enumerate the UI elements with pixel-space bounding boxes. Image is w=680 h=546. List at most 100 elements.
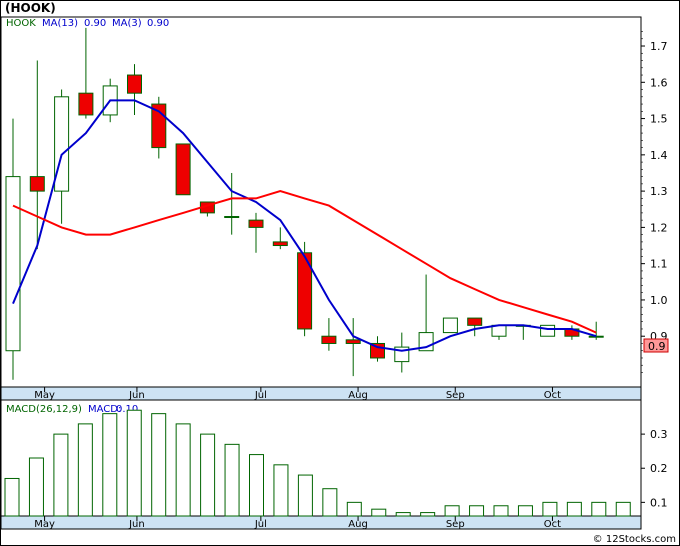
macd-bar [28,457,44,517]
candle [127,64,142,115]
candle-body-down [78,92,94,116]
candle [5,118,21,380]
legend-ma3-label: MA(3) [112,18,142,29]
candle-body-down [127,74,142,94]
last-price-tag: 0.9 [643,338,669,353]
price-y-tick-label: 1.6 [650,76,668,89]
macd-bar [4,477,20,517]
candle [248,212,264,253]
candle [29,60,45,250]
price-x-tick-label: Aug [348,390,368,401]
candle-body-down [248,219,264,228]
macd-bar [444,505,460,517]
macd-bar [542,501,558,517]
macd-x-tick-label: Jul [254,519,267,530]
macd-y-tick-label: 0.1 [650,496,668,509]
macd-bar [615,501,631,517]
macd-bar [249,454,264,517]
macd-bar [151,413,167,517]
price-y-tick-label: 1.1 [650,258,668,271]
macd-x-tick-label: Jun [128,519,145,530]
legend-macd-value: 0.10 [116,404,138,415]
candle [175,143,191,196]
price-x-tick-label: Oct [544,390,561,401]
macd-x-axis: May Jun Jul Aug Sep Oct [34,516,561,530]
price-y-tick-label: 1.5 [650,113,668,126]
candle-body-down [297,252,313,330]
candle [78,27,94,119]
candle-body-down [175,143,191,196]
macd-bar [175,423,191,517]
price-x-tick-label: May [34,390,55,401]
macd-panel [0,399,642,517]
price-y-tick-label: 1.2 [650,221,668,234]
candle [345,318,361,377]
candle-body-up [540,324,556,337]
price-legend: HOOK MA(13) 0.90 MA(3) 0.90 [6,18,169,29]
legend-macd-label: MACD(26,12,9) [6,404,82,415]
candle [224,172,240,235]
candle-body-up [224,216,240,219]
watermark: © 12Stocks.com [593,534,676,545]
price-y-tick-label: 1.4 [650,149,668,162]
candle-body-up [5,176,21,352]
macd-bar [566,501,582,517]
candle-body-down [467,317,483,326]
candle [588,321,604,340]
candle-body-down [29,176,45,192]
macd-bar [469,505,485,517]
macd-y-tick-label: 0.3 [650,428,668,441]
last-price-tag-box [643,338,669,353]
candle [442,317,458,334]
last-price-tag-text: 0.9 [648,340,666,353]
macd-bar [371,508,387,517]
candle [321,318,337,351]
macd-bar [420,512,436,517]
macd-bar [297,474,313,517]
price-y-tick-label: 1.3 [650,185,668,198]
candle-body-up [54,96,70,192]
candle-body-up [442,317,458,334]
ma3-line [12,99,597,352]
macd-bar [346,501,362,517]
candle-body-down [321,335,337,344]
legend-symbol: HOOK [6,18,36,29]
price-x-axis: May Jun Jul Aug Sep Oct [34,387,561,401]
macd-bar [591,501,607,517]
macd-legend: MACD(26,12,9) MACD: 0.10 [6,404,138,415]
candle-body-up [588,335,604,338]
macd-y-axis: 0.3 0.2 0.1 [641,428,668,509]
macd-bar [224,443,240,517]
macd-x-tick-label: Oct [544,519,561,530]
macd-bar [102,413,118,517]
legend-ma3-value: 0.90 [147,18,169,29]
moving-average-lines [12,99,597,352]
candle [540,324,556,337]
macd-bar [126,409,142,517]
price-x-tick-label: Jun [128,390,145,401]
candle [272,227,288,250]
ticker-title: (HOOK) [5,1,56,15]
legend-macd-value-label: MACD: [88,404,121,415]
macd-bars [4,409,631,517]
candle [467,317,483,337]
candle-body-down [345,339,361,344]
legend-ma13-value: 0.90 [84,18,106,29]
macd-bar [517,505,533,517]
macd-y-tick-label: 0.2 [650,462,668,475]
macd-bar [493,505,509,517]
macd-bar [53,433,69,517]
macd-x-tick-label: Sep [446,519,465,530]
macd-bar [273,464,289,517]
price-panel [0,16,642,388]
price-x-tick-label: Jul [254,390,267,401]
macd-x-tick-label: May [34,519,55,530]
macd-bar [200,433,216,517]
price-x-tick-label: Sep [446,390,465,401]
macd-bar [77,423,93,517]
macd-bar [395,512,411,517]
macd-x-axis-band [0,515,642,530]
macd-x-tick-label: Aug [348,519,368,530]
ma13-line [12,190,597,334]
